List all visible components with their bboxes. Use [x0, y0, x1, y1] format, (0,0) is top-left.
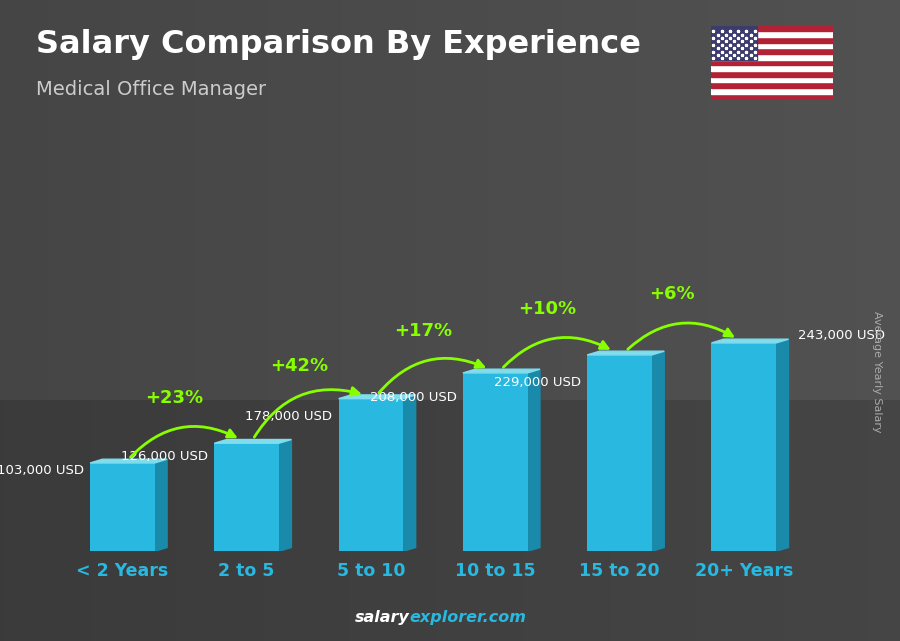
Text: Average Yearly Salary: Average Yearly Salary: [872, 311, 883, 433]
Bar: [711, 77, 832, 82]
Text: 126,000 USD: 126,000 USD: [122, 450, 208, 463]
Text: +17%: +17%: [394, 322, 452, 340]
Bar: [711, 94, 832, 99]
Polygon shape: [587, 351, 664, 355]
Polygon shape: [279, 440, 292, 551]
Text: +23%: +23%: [146, 389, 203, 407]
Bar: [712, 343, 776, 551]
Text: +6%: +6%: [649, 285, 695, 303]
Polygon shape: [338, 395, 416, 399]
Polygon shape: [403, 395, 416, 551]
Bar: [214, 443, 279, 551]
Text: salary: salary: [355, 610, 410, 625]
Bar: [711, 71, 832, 77]
Bar: [711, 60, 832, 65]
Bar: [711, 43, 832, 48]
Text: 178,000 USD: 178,000 USD: [246, 410, 332, 424]
Polygon shape: [463, 369, 540, 373]
Text: 229,000 USD: 229,000 USD: [494, 376, 581, 389]
Bar: [711, 88, 832, 94]
Polygon shape: [776, 339, 788, 551]
Text: 208,000 USD: 208,000 USD: [370, 392, 456, 404]
Bar: [711, 48, 832, 54]
Text: explorer.com: explorer.com: [410, 610, 526, 625]
Polygon shape: [527, 369, 540, 551]
Polygon shape: [712, 339, 788, 343]
Text: 243,000 USD: 243,000 USD: [798, 329, 886, 342]
Polygon shape: [214, 440, 292, 443]
Polygon shape: [652, 351, 664, 551]
Bar: [711, 65, 832, 71]
Bar: [711, 26, 832, 31]
Polygon shape: [155, 459, 167, 551]
Text: Medical Office Manager: Medical Office Manager: [36, 80, 266, 99]
Bar: [711, 31, 832, 37]
Bar: [711, 37, 832, 43]
Text: +42%: +42%: [270, 357, 328, 375]
Text: Salary Comparison By Experience: Salary Comparison By Experience: [36, 29, 641, 60]
Bar: [463, 373, 527, 551]
Bar: [338, 399, 403, 551]
Polygon shape: [90, 459, 167, 463]
Bar: [711, 54, 832, 60]
Text: +10%: +10%: [518, 300, 577, 318]
Bar: [90, 463, 155, 551]
Bar: [711, 26, 757, 60]
Bar: [711, 82, 832, 88]
Bar: [587, 355, 652, 551]
Text: 103,000 USD: 103,000 USD: [0, 463, 84, 476]
